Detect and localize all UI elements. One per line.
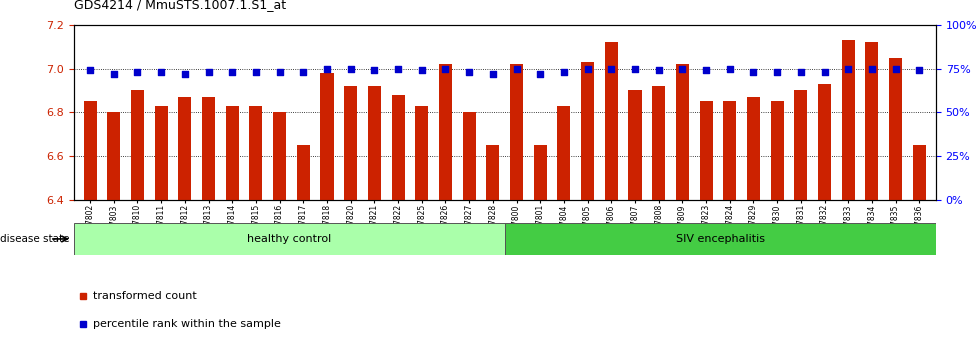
- Point: [271, 69, 287, 75]
- Bar: [889, 58, 903, 200]
- Bar: [225, 106, 239, 200]
- Bar: [486, 145, 500, 200]
- Bar: [770, 102, 784, 200]
- Bar: [439, 64, 452, 200]
- Point: [367, 68, 382, 73]
- Bar: [368, 86, 381, 200]
- Point: [627, 66, 643, 72]
- Bar: [795, 91, 808, 200]
- Point: [698, 68, 713, 73]
- Point: [674, 66, 690, 72]
- Bar: [178, 97, 191, 200]
- Point: [390, 66, 406, 72]
- Point: [746, 69, 761, 75]
- Bar: [155, 106, 168, 200]
- Point: [841, 66, 857, 72]
- Point: [485, 71, 501, 77]
- Bar: [202, 97, 215, 200]
- Bar: [250, 106, 263, 200]
- Bar: [344, 86, 358, 200]
- Bar: [652, 86, 665, 200]
- Point: [248, 69, 264, 75]
- Point: [816, 69, 832, 75]
- Point: [769, 69, 785, 75]
- FancyBboxPatch shape: [74, 223, 505, 255]
- Bar: [865, 42, 878, 200]
- Point: [414, 68, 429, 73]
- Point: [296, 69, 312, 75]
- Bar: [273, 112, 286, 200]
- Text: transformed count: transformed count: [93, 291, 197, 301]
- Point: [888, 66, 904, 72]
- FancyBboxPatch shape: [505, 223, 936, 255]
- Point: [82, 68, 98, 73]
- Bar: [463, 112, 475, 200]
- Point: [177, 71, 193, 77]
- Bar: [605, 42, 617, 200]
- Bar: [842, 40, 855, 200]
- Bar: [416, 106, 428, 200]
- Bar: [131, 91, 144, 200]
- Point: [129, 69, 145, 75]
- Bar: [581, 62, 594, 200]
- Point: [153, 69, 169, 75]
- Point: [532, 71, 548, 77]
- Bar: [83, 102, 97, 200]
- Bar: [700, 102, 712, 200]
- Point: [106, 71, 122, 77]
- Bar: [912, 145, 926, 200]
- Point: [911, 68, 927, 73]
- Point: [343, 66, 359, 72]
- Text: SIV encephalitis: SIV encephalitis: [676, 234, 764, 244]
- Point: [319, 66, 335, 72]
- Bar: [747, 97, 760, 200]
- Bar: [297, 145, 310, 200]
- Bar: [676, 64, 689, 200]
- Point: [580, 66, 596, 72]
- Point: [438, 66, 454, 72]
- Bar: [818, 84, 831, 200]
- Bar: [392, 95, 405, 200]
- Bar: [510, 64, 523, 200]
- Bar: [558, 106, 570, 200]
- Bar: [107, 112, 121, 200]
- Text: GDS4214 / MmuSTS.1007.1.S1_at: GDS4214 / MmuSTS.1007.1.S1_at: [74, 0, 285, 11]
- Point: [509, 66, 524, 72]
- Bar: [628, 91, 642, 200]
- Point: [793, 69, 808, 75]
- Text: disease state: disease state: [0, 234, 70, 244]
- Point: [224, 69, 240, 75]
- Bar: [320, 73, 333, 200]
- Text: percentile rank within the sample: percentile rank within the sample: [93, 319, 281, 329]
- Point: [722, 66, 738, 72]
- Bar: [534, 145, 547, 200]
- Bar: [723, 102, 736, 200]
- Point: [604, 66, 619, 72]
- Text: healthy control: healthy control: [247, 234, 331, 244]
- Point: [462, 69, 477, 75]
- Point: [556, 69, 571, 75]
- Point: [201, 69, 217, 75]
- Point: [651, 68, 666, 73]
- Point: [864, 66, 880, 72]
